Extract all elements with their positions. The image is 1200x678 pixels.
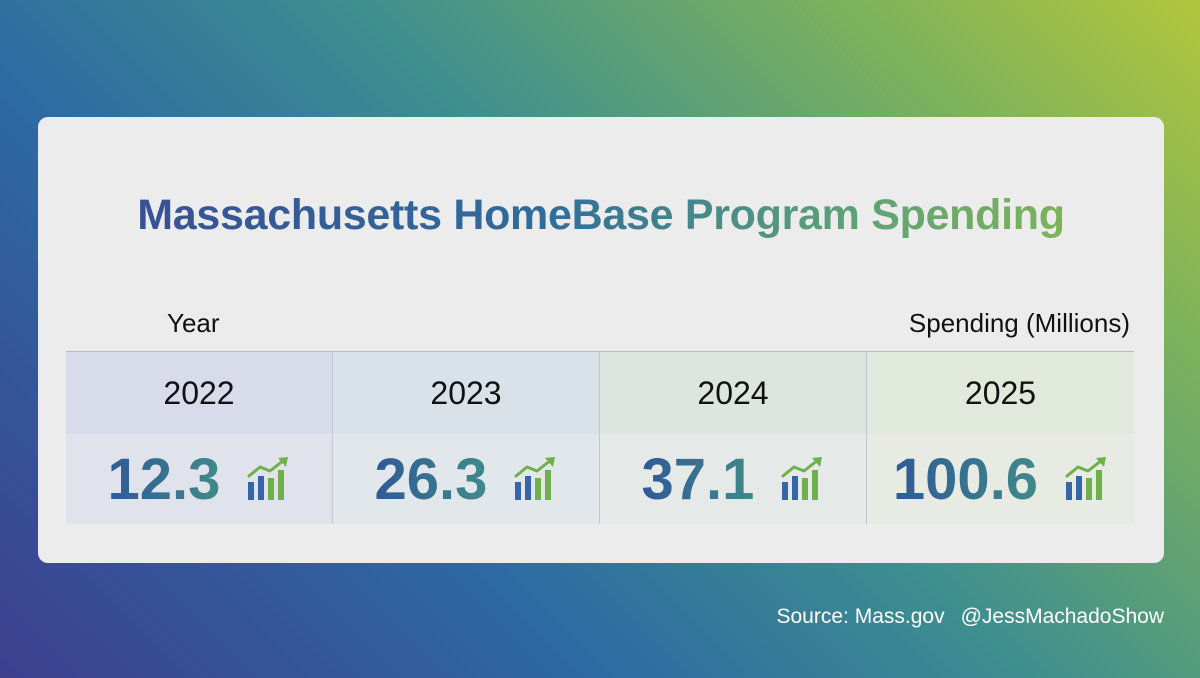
table-column: 2024 37.1 (600, 352, 867, 524)
spending-value: 26.3 (374, 446, 488, 512)
bar-chart-trend-up-icon (513, 456, 557, 502)
table-column: 2025 100.6 (867, 352, 1134, 524)
year-cell: 2024 (600, 352, 866, 434)
year-cell: 2023 (333, 352, 599, 434)
chart-card: Massachusetts HomeBase Program Spending … (38, 117, 1164, 563)
bar-chart-trend-up-icon (1064, 456, 1108, 502)
year-header: Year (167, 308, 220, 338)
source-credit: Source: Mass.gov (776, 605, 945, 628)
chart-title: Massachusetts HomeBase Program Spending (38, 191, 1164, 240)
bar-chart-trend-up-icon (780, 456, 824, 502)
year-cell: 2025 (867, 352, 1134, 434)
spending-value: 37.1 (641, 446, 755, 512)
value-cell: 100.6 (867, 434, 1134, 524)
spending-table: 2022 12.3 2023 26.3 2024 37.1 2025 100.6 (66, 351, 1134, 524)
bar-chart-trend-up-icon (246, 456, 290, 502)
value-cell: 12.3 (66, 434, 332, 524)
value-cell: 26.3 (333, 434, 599, 524)
author-handle: @JessMachadoShow (960, 605, 1164, 628)
spending-header: Spending (Millions) (908, 308, 1130, 338)
value-cell: 37.1 (600, 434, 866, 524)
spending-value: 12.3 (107, 446, 221, 512)
footer: Source: Mass.gov @JessMachadoShow (777, 605, 1165, 629)
table-column: 2023 26.3 (333, 352, 600, 524)
table-column: 2022 12.3 (66, 352, 333, 524)
year-cell: 2022 (66, 352, 332, 434)
spending-value: 100.6 (892, 446, 1039, 512)
